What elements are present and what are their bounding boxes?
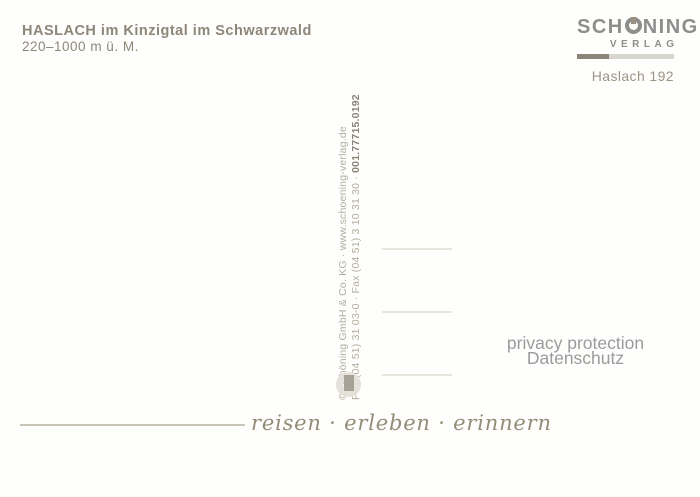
publisher-name-suffix: NING (642, 16, 699, 38)
publisher-name: SCH NING (577, 16, 697, 38)
logo-underline-light-segment (609, 54, 674, 59)
publisher-logo: SCH NING VERLAG Haslach 192 (577, 16, 697, 84)
publisher-name-prefix: SCH (577, 16, 624, 38)
publisher-slogan: reisen · erleben · erinnern (251, 411, 552, 435)
privacy-watermark: privacy protection Datenschutz (478, 333, 673, 368)
logo-underline-dark-segment (577, 54, 609, 59)
imprint-rotated-text: © Schöning GmbH & Co. KG · www.schoening… (337, 55, 363, 400)
privacy-watermark-line1: privacy protection (506, 333, 645, 353)
schoening-o-dot-icon (630, 17, 636, 24)
publisher-subtitle: VERLAG (609, 39, 679, 50)
stamp-ring-icon (336, 372, 361, 397)
schoening-o-icon (624, 17, 642, 34)
imprint-copyright-line: © Schöning GmbH & Co. KG · www.schoening… (337, 126, 349, 400)
footer-divider-line (20, 424, 245, 426)
address-line-2 (382, 311, 452, 313)
postcard-altitude: 220–1000 m ü. M. (22, 39, 139, 54)
imprint-order-number: 001.77715.0192 (350, 94, 362, 173)
address-line-1 (382, 248, 452, 250)
postcard-title: HASLACH im Kinzigtal im Schwarzwald (22, 23, 312, 39)
imprint-contact-line: Fon (04 51) 31 03-0 · Fax (04 51) 3 10 3… (350, 55, 363, 400)
logo-underline-bar (577, 54, 674, 59)
stamp-dot-icon (343, 375, 354, 391)
imprint-phone-fax: Fon (04 51) 31 03-0 · Fax (04 51) 3 10 3… (350, 172, 362, 400)
card-reference-number: Haslach 192 (591, 68, 674, 84)
address-line-3 (382, 374, 452, 376)
privacy-watermark-line2: Datenschutz (526, 347, 625, 368)
